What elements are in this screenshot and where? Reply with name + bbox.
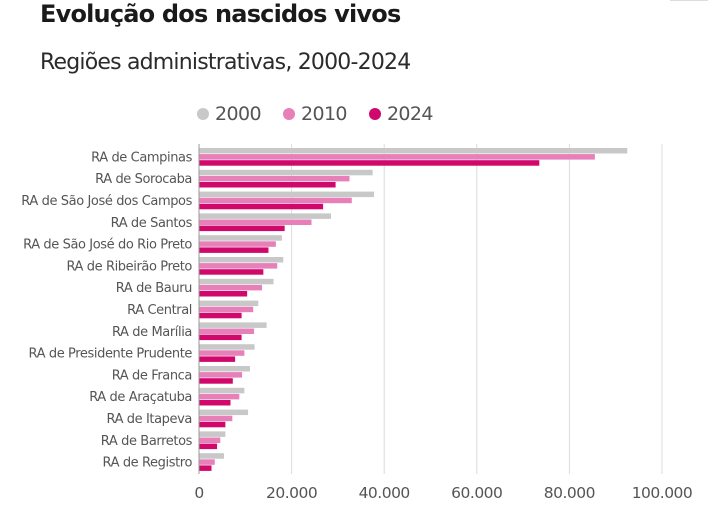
bar-2024-6 <box>199 291 248 297</box>
bar-2000-8 <box>199 322 267 328</box>
category-label-11: RA de Araçatuba <box>89 390 192 405</box>
bar-2000-5 <box>199 257 284 263</box>
x-tick-label-4: 80.000 <box>544 484 595 502</box>
bar-2010-1 <box>199 175 350 182</box>
category-label-5: RA de Ribeirão Preto <box>66 259 192 274</box>
legend: 2000 2010 2024 <box>197 103 455 125</box>
bar-2010-6 <box>199 284 262 291</box>
category-label-10: RA de Franca <box>112 368 192 383</box>
x-tick-label-0: 0 <box>194 484 203 502</box>
bar-2010-0 <box>199 154 595 160</box>
x-tick-label-3: 60.000 <box>451 484 502 502</box>
bar-2000-10 <box>199 366 250 372</box>
legend-swatch-2024 <box>368 108 381 120</box>
legend-label-2010: 2010 <box>300 103 348 125</box>
legend-item-2010: 2010 <box>282 103 348 125</box>
category-label-12: RA de Itapeva <box>106 412 192 427</box>
bar-2000-12 <box>199 409 249 416</box>
bar-2010-2 <box>199 197 352 204</box>
bar-2024-12 <box>199 421 226 428</box>
bar-2010-5 <box>199 263 278 269</box>
bar-2000-2 <box>199 191 375 198</box>
bar-2010-3 <box>199 219 312 225</box>
bar-2000-9 <box>199 344 255 350</box>
category-label-6: RA de Bauru <box>116 281 192 296</box>
category-label-3: RA de Santos <box>111 216 193 231</box>
chart-subtitle: Regiões administrativas, 2000-2024 <box>40 50 411 75</box>
bar-2010-4 <box>199 241 276 247</box>
bar-2010-14 <box>199 459 215 465</box>
category-label-13: RA de Barretos <box>101 434 193 449</box>
bar-2010-9 <box>199 350 245 356</box>
category-label-9: RA de Presidente Prudente <box>29 347 193 362</box>
bar-2000-11 <box>199 387 245 394</box>
x-tick-label-2: 40.000 <box>359 484 410 502</box>
bar-2024-8 <box>199 334 242 341</box>
legend-item-2000: 2000 <box>197 103 262 125</box>
bar-2024-5 <box>199 269 264 275</box>
bar-2010-10 <box>199 372 243 378</box>
category-label-8: RA de Marília <box>112 325 192 340</box>
legend-swatch-2000 <box>197 108 209 120</box>
bar-2000-6 <box>199 278 274 285</box>
bar-2000-0 <box>199 148 628 154</box>
bar-2024-7 <box>199 312 242 319</box>
category-label-0: RA de Campinas <box>91 150 192 165</box>
bar-2000-1 <box>199 169 373 176</box>
bar-2010-13 <box>199 437 221 443</box>
top-divider <box>670 0 708 1</box>
bar-2000-4 <box>199 235 282 241</box>
bar-2024-3 <box>199 225 285 232</box>
bar-2000-3 <box>199 213 331 219</box>
chart-title: Evolução dos nascidos vivos <box>40 0 401 28</box>
bar-2024-1 <box>199 182 336 188</box>
bar-2024-11 <box>199 400 231 406</box>
category-label-2: RA de São José dos Campos <box>21 194 192 209</box>
legend-swatch-2010 <box>282 108 295 120</box>
legend-label-2024: 2024 <box>386 103 434 125</box>
bar-2024-2 <box>199 203 324 210</box>
bar-2024-0 <box>199 160 540 166</box>
bar-2024-14 <box>199 465 212 471</box>
bar-2010-7 <box>199 306 254 313</box>
bar-2010-8 <box>199 328 255 334</box>
bar-2024-9 <box>199 356 236 362</box>
category-label-4: RA de São José do Rio Preto <box>23 238 192 253</box>
bar-2000-7 <box>199 300 259 307</box>
bar-2010-11 <box>199 393 240 400</box>
bar-2000-13 <box>199 431 226 437</box>
x-tick-label-1: 20.000 <box>266 484 317 502</box>
bar-2024-13 <box>199 443 218 450</box>
category-label-1: RA de Sorocaba <box>95 172 192 187</box>
bar-2024-10 <box>199 378 233 384</box>
category-label-7: RA Central <box>127 303 192 318</box>
legend-label-2000: 2000 <box>215 103 262 125</box>
x-tick-label-5: 100.000 <box>632 484 693 502</box>
category-label-14: RA de Registro <box>102 456 192 471</box>
bar-2000-14 <box>199 453 225 459</box>
legend-item-2024: 2024 <box>368 103 434 125</box>
bar-2024-4 <box>199 247 269 253</box>
bar-2010-12 <box>199 415 233 422</box>
